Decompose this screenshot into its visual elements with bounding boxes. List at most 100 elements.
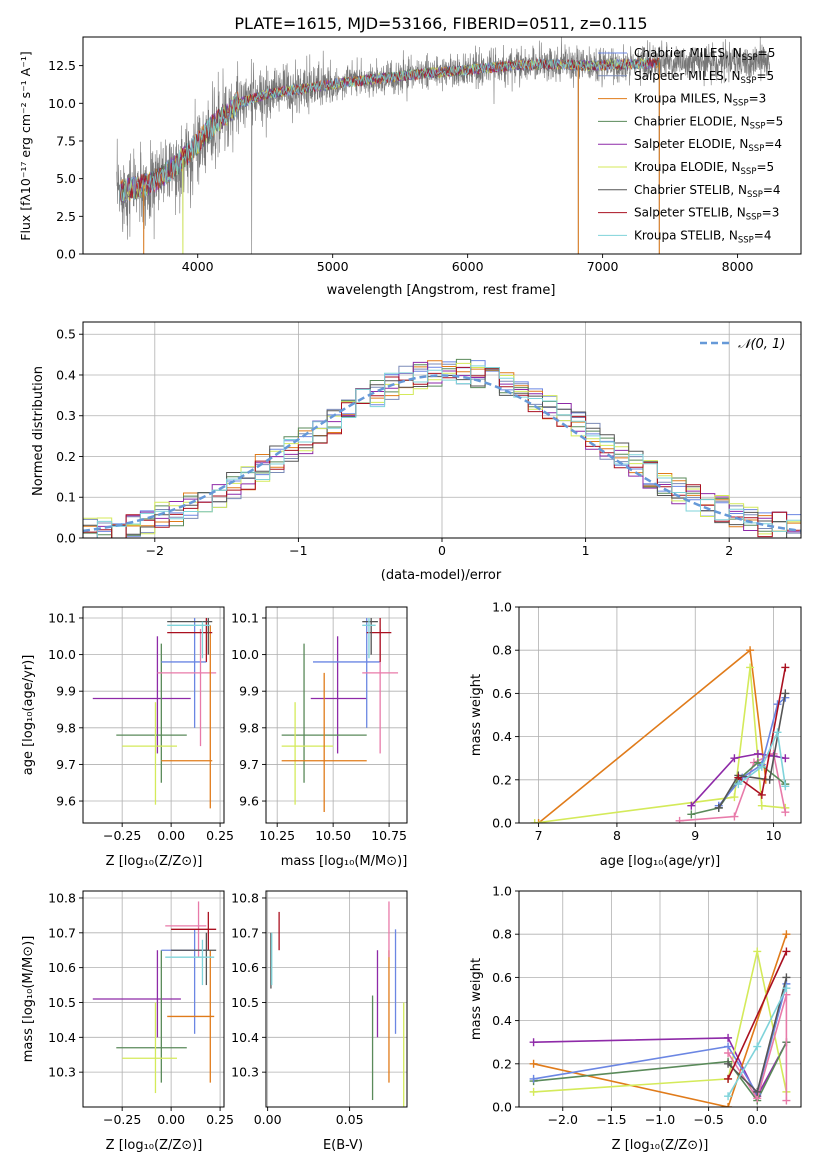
mass-weight-marker xyxy=(782,1096,791,1105)
legend-gaussian-label: 𝒩(0, 1) xyxy=(738,337,785,352)
mass-weight-marker xyxy=(765,775,774,784)
spectrum-xlabel: wavelength [Angstrom, rest frame] xyxy=(327,283,556,298)
age-vs-z-plot-area: −0.25 0.00 0.25 9.6 9.7 9.8 9.9 10.0 10.1 xyxy=(48,606,234,843)
x-tick-label: 10.75 xyxy=(371,828,407,843)
mass-weight-line xyxy=(727,994,788,1101)
mass-weight-marker xyxy=(753,1087,762,1096)
x-tick-label: −0.25 xyxy=(103,1112,141,1127)
y-tick-label: 7.5 xyxy=(56,133,76,148)
y-tick-label: 10.0 xyxy=(48,96,76,111)
x-tick-label: 7 xyxy=(535,828,543,843)
histogram-step xyxy=(83,365,801,538)
legend-label: Chabrier MILES, NSSP=5 xyxy=(634,46,775,63)
x-tick-label: 1 xyxy=(582,543,590,558)
x-tick-label: 8 xyxy=(613,828,621,843)
mass-weight-marker xyxy=(675,816,684,823)
y-tick-label: 0.4 xyxy=(492,1013,512,1028)
y-tick-label: 0.2 xyxy=(56,449,76,464)
y-tick-label: 2.5 xyxy=(56,209,76,224)
spectrum-plot-area: 4000 5000 6000 7000 8000 0.0 2.5 5.0 7.5 10.0 12.5 xyxy=(48,36,802,274)
mass-weight-marker xyxy=(781,663,790,672)
x-tick-label: 9 xyxy=(691,828,699,843)
y-tick-label: 12.5 xyxy=(48,58,76,73)
residual-ylabel: Normed distribution xyxy=(31,366,46,496)
gaussian-curve xyxy=(83,374,801,533)
spectrum-model-line xyxy=(119,57,660,204)
y-tick-label: 9.7 xyxy=(239,757,259,772)
x-tick-label: 0.05 xyxy=(336,1112,364,1127)
axes-frame xyxy=(82,890,225,1108)
mass-weight-line xyxy=(533,1041,788,1103)
y-tick-label: 0.4 xyxy=(492,729,512,744)
y-tick-label: 0.8 xyxy=(492,927,512,942)
x-tick-label: 0 xyxy=(438,543,446,558)
legend-label: Salpeter STELIB, NSSP=3 xyxy=(634,206,779,223)
mass-weight-marker xyxy=(724,1049,733,1057)
y-tick-label: 9.8 xyxy=(56,720,76,735)
axes-frame xyxy=(82,36,802,255)
y-tick-label: 10.0 xyxy=(48,647,76,662)
mass-vs-z-xlabel: Z [log₁₀(Z/Z⊙)] xyxy=(106,1138,203,1153)
spectrum-title: PLATE=1615, MJD=53166, FIBERID=0511, z=0… xyxy=(234,14,647,33)
legend-label: Salpeter MILES, NSSP=5 xyxy=(634,69,774,86)
mass-weight-marker xyxy=(782,947,791,956)
mass-weight-marker xyxy=(730,754,739,763)
x-tick-label: 0.00 xyxy=(254,1112,282,1127)
y-tick-label: 10.5 xyxy=(48,995,76,1010)
mass-weight-marker xyxy=(730,793,739,802)
mass-vs-z-plot-area: −0.25 0.00 0.25 10.3 10.4 10.5 10.6 10.7 10.8 xyxy=(48,890,234,1127)
mass-weight-marker xyxy=(687,810,696,819)
x-tick-label: 5000 xyxy=(317,259,349,274)
age-vs-mass-panel: 10.25 10.50 10.75 9.6 9.7 9.8 9.9 10.0 10.1 mass… xyxy=(231,606,408,869)
x-tick-label: −1.0 xyxy=(645,1112,675,1127)
plot-content xyxy=(270,901,405,1107)
y-tick-label: 10.1 xyxy=(231,610,259,625)
y-tick-label: 10.3 xyxy=(231,1065,259,1080)
massweight-vs-z-plot-area: −2.0 −1.5 −1.0 −0.5 0.0 0.0 0.2 0.4 0.6 0.8 1.0 xyxy=(492,884,802,1127)
mass-vs-ebv-panel: 0.00 0.05 10.3 10.4 10.5 10.6 10.7 10.8 E(B-V) xyxy=(231,890,408,1153)
y-tick-label: 10.8 xyxy=(231,890,259,905)
x-tick-label: −2 xyxy=(146,543,164,558)
mass-weight-marker xyxy=(753,947,762,956)
mass-weight-marker xyxy=(757,762,766,771)
y-tick-label: 10.6 xyxy=(231,960,259,975)
y-tick-label: 9.6 xyxy=(239,794,259,809)
mass-weight-marker xyxy=(724,1092,733,1101)
massweight-vs-age-xlabel: age [log₁₀(age/yr)] xyxy=(600,854,721,869)
age-vs-mass-plot-area: 10.25 10.50 10.75 9.6 9.7 9.8 9.9 10.0 10.1 xyxy=(231,606,408,843)
massweight-vs-z-xlabel: Z [log₁₀(Z/Z⊙)] xyxy=(612,1138,709,1153)
x-tick-label: 4000 xyxy=(182,259,214,274)
spectrum-ylabel: Flux [fλ10⁻¹⁷ erg cm⁻² s⁻¹ A⁻¹] xyxy=(18,51,33,240)
massweight-vs-z-panel: −2.0 −1.5 −1.0 −0.5 0.0 0.0 0.2 0.4 0.6 0.8 1.0 Z … xyxy=(469,884,802,1153)
mass-vs-z-panel: −0.25 0.00 0.25 10.3 10.4 10.5 10.6 10.7 10.8 Z … xyxy=(21,890,234,1153)
y-tick-label: 10.4 xyxy=(48,1030,76,1045)
y-tick-label: 9.8 xyxy=(239,720,259,735)
mass-weight-marker xyxy=(781,754,790,763)
massweight-vs-z-ylabel: mass weight xyxy=(469,958,484,1040)
mass-weight-line xyxy=(533,1037,788,1098)
x-tick-label: −2.0 xyxy=(548,1112,578,1127)
mass-weight-line xyxy=(727,951,788,1080)
x-tick-label: −1.5 xyxy=(596,1112,626,1127)
spectrum-panel: PLATE=1615, MJD=53166, FIBERID=0511, z=0… xyxy=(18,14,802,298)
mass-weight-marker xyxy=(773,728,782,737)
y-tick-label: 1.0 xyxy=(492,884,512,899)
axes-frame xyxy=(265,606,408,824)
x-tick-label: −0.5 xyxy=(693,1112,723,1127)
y-tick-label: 10.8 xyxy=(48,890,76,905)
y-tick-label: 1.0 xyxy=(492,600,512,615)
mass-weight-marker xyxy=(753,1042,762,1051)
massweight-vs-age-plot-area: 7 8 9 10 0.0 0.2 0.4 0.6 0.8 1.0 xyxy=(492,600,802,843)
legend-label: Kroupa STELIB, NSSP=4 xyxy=(634,228,772,245)
legend-label: Kroupa ELODIE, NSSP=5 xyxy=(634,160,774,177)
mass-weight-marker xyxy=(714,803,723,812)
mass-weight-marker xyxy=(724,1059,733,1068)
axes-frame xyxy=(82,606,225,824)
y-tick-label: 10.7 xyxy=(231,925,259,940)
plot-content xyxy=(530,646,790,823)
x-tick-label: 0.25 xyxy=(206,1112,234,1127)
y-tick-label: 0.0 xyxy=(492,1100,512,1115)
plot-content xyxy=(281,617,399,813)
mass-weight-marker xyxy=(746,663,755,672)
